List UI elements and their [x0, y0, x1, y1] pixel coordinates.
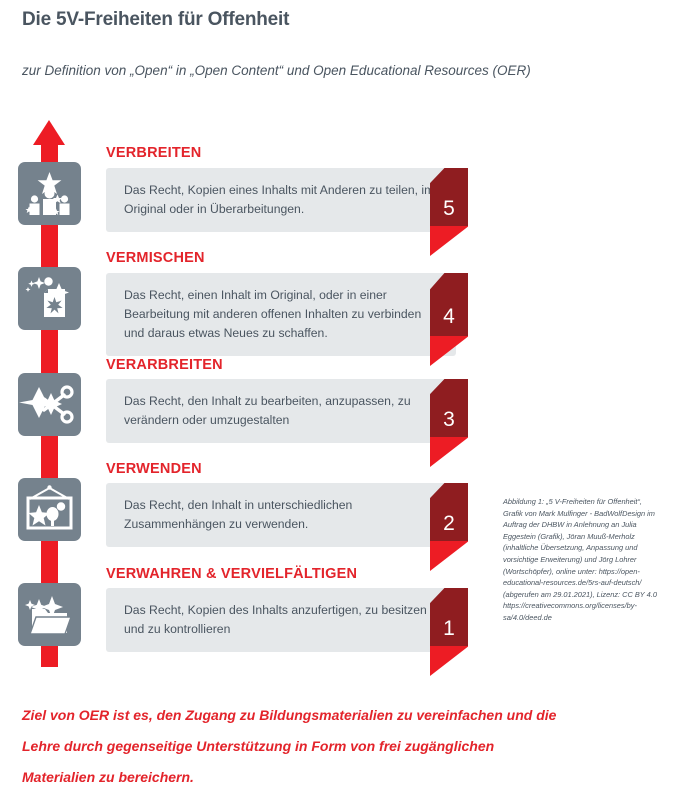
step-ribbon: 5	[430, 168, 468, 256]
tag-sparkles-icon	[18, 267, 81, 330]
scissors-star-icon	[18, 373, 81, 436]
ribbon-tail	[430, 646, 468, 676]
step-number: 1	[443, 617, 455, 640]
ribbon-body: 4	[430, 273, 468, 336]
step-ribbon: 3	[430, 379, 468, 467]
row-heading: VERWENDEN	[106, 461, 202, 477]
ribbon-tail	[430, 437, 468, 467]
page-subtitle: zur Definition von „Open“ in „Open Conte…	[22, 63, 531, 78]
step-number: 5	[443, 197, 455, 220]
step-number: 3	[443, 408, 455, 431]
description-box: Das Recht, Kopien eines Inhalts mit Ande…	[106, 168, 456, 232]
ribbon-tail	[430, 226, 468, 256]
description-text: Das Recht, den Inhalt in unterschiedlich…	[124, 498, 353, 531]
row-heading: VERMISCHEN	[106, 250, 205, 266]
ribbon-body: 5	[430, 168, 468, 226]
page-title: Die 5V-Freiheiten für Offenheit	[22, 9, 290, 30]
description-box: Das Recht, Kopien des Inhalts anzufertig…	[106, 588, 456, 652]
step-number: 2	[443, 512, 455, 535]
step-ribbon: 1	[430, 588, 468, 676]
picture-frame-icon	[18, 478, 81, 541]
ribbon-body: 3	[430, 379, 468, 437]
step-ribbon: 4	[430, 273, 468, 366]
ribbon-tail	[430, 541, 468, 571]
folder-stars-icon	[18, 583, 81, 646]
ribbon-tail	[430, 336, 468, 366]
ribbon-body: 2	[430, 483, 468, 541]
description-box: Das Recht, den Inhalt in unterschiedlich…	[106, 483, 456, 547]
caption-line-2: Grafik von Mark Mulfinger - BadWolfDesig…	[503, 508, 655, 588]
row-heading: VERBREITEN	[106, 145, 202, 161]
figure-caption: Abbildung 1: „5 V-Freiheiten für Offenhe…	[503, 496, 669, 624]
row-heading: VERARBREITEN	[106, 357, 223, 373]
caption-line-1: Abbildung 1: „5 V-Freiheiten für Offenhe…	[503, 497, 642, 506]
description-box: Das Recht, den Inhalt zu bearbeiten, anz…	[106, 379, 456, 443]
step-number: 4	[443, 305, 455, 328]
up-arrow-icon	[33, 120, 65, 145]
row-heading: VERWAHREN & VERVIELFÄLTIGEN	[106, 566, 358, 582]
description-text: Das Recht, Kopien des Inhalts anzufertig…	[124, 603, 427, 636]
people-group-star-icon	[18, 162, 81, 225]
ribbon-body: 1	[430, 588, 468, 646]
description-text: Das Recht, Kopien eines Inhalts mit Ande…	[124, 183, 435, 216]
caption-line-3: (abgerufen am 29.01.2021), Lizenz: CC BY…	[503, 589, 657, 622]
description-box: Das Recht, einen Inhalt im Original, ode…	[106, 273, 456, 356]
step-ribbon: 2	[430, 483, 468, 571]
description-text: Das Recht, einen Inhalt im Original, ode…	[124, 288, 422, 340]
footer-statement: Ziel von OER ist es, den Zugang zu Bildu…	[22, 707, 557, 785]
description-text: Das Recht, den Inhalt zu bearbeiten, anz…	[124, 394, 411, 427]
